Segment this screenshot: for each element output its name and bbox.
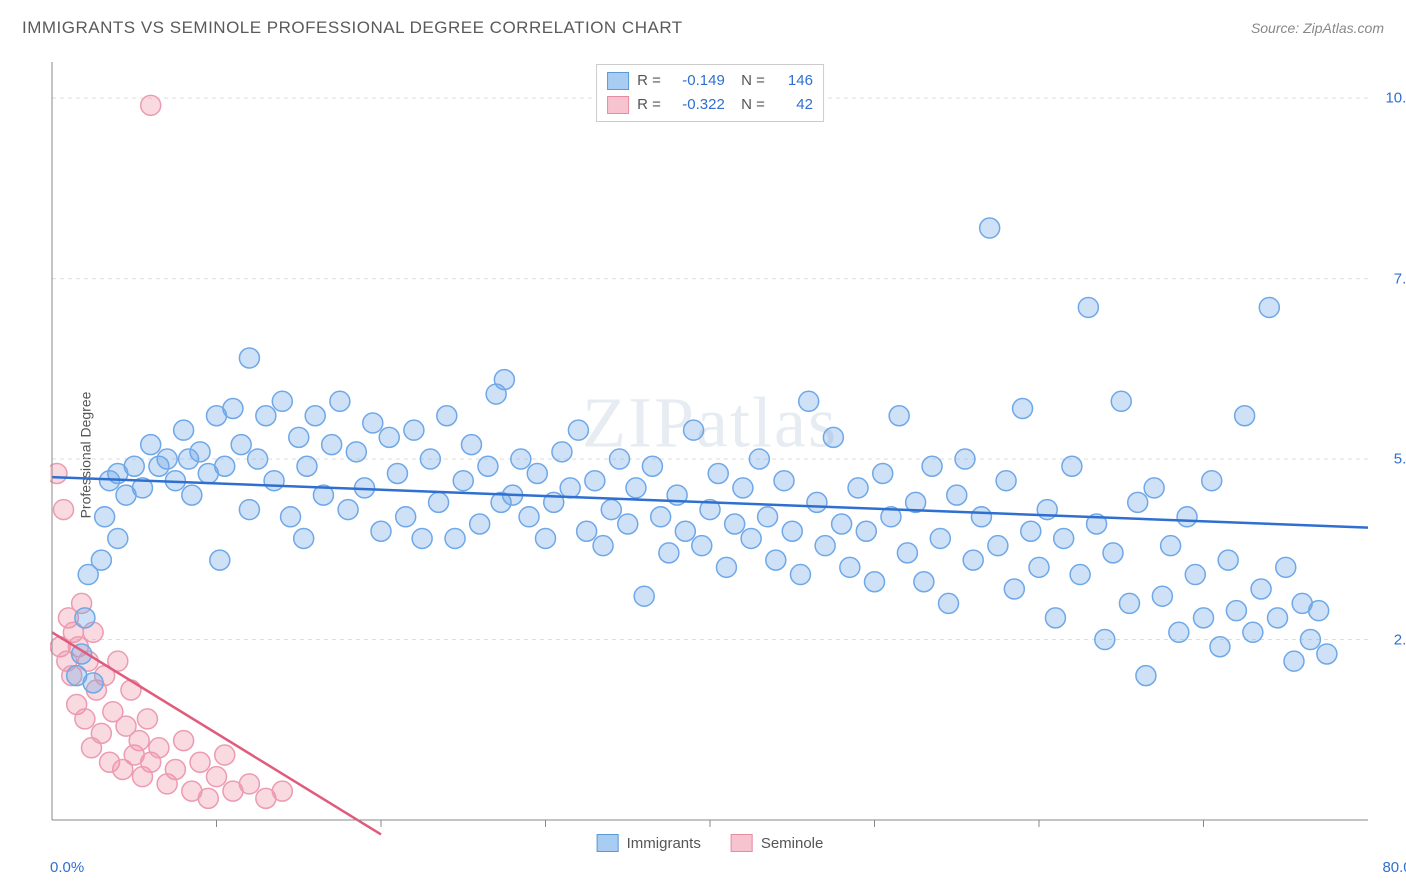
legend-swatch [731, 834, 753, 852]
legend-swatch [607, 96, 629, 114]
legend-item: Immigrants [597, 834, 701, 852]
y-tick-label: 7.5% [1394, 270, 1406, 287]
r-label: R = [637, 93, 661, 117]
n-value: 42 [773, 93, 813, 117]
scatter-plot [50, 60, 1370, 850]
correlation-row: R = -0.149 N = 146 [607, 69, 813, 93]
r-value: -0.322 [669, 93, 725, 117]
legend-swatch [597, 834, 619, 852]
legend-label: Immigrants [627, 835, 701, 852]
r-label: R = [637, 69, 661, 93]
y-tick-label: 10.0% [1385, 90, 1406, 107]
correlation-row: R = -0.322 N = 42 [607, 93, 813, 117]
chart-title: IMMIGRANTS VS SEMINOLE PROFESSIONAL DEGR… [22, 18, 683, 38]
n-label: N = [733, 69, 765, 93]
series-legend: Immigrants Seminole [597, 834, 824, 852]
y-tick-label: 5.0% [1394, 451, 1406, 468]
correlation-legend: R = -0.149 N = 146 R = -0.322 N = 42 [596, 64, 824, 122]
legend-swatch [607, 72, 629, 90]
r-value: -0.149 [669, 69, 725, 93]
n-label: N = [733, 93, 765, 117]
y-tick-label: 2.5% [1394, 631, 1406, 648]
x-axis-min-label: 0.0% [50, 859, 84, 876]
chart-area: Professional Degree ZIPatlas 2.5%5.0%7.5… [50, 60, 1370, 850]
legend-label: Seminole [761, 835, 824, 852]
x-axis-max-label: 80.0% [1382, 859, 1406, 876]
source-label: Source: ZipAtlas.com [1251, 20, 1384, 36]
legend-item: Seminole [731, 834, 824, 852]
n-value: 146 [773, 69, 813, 93]
